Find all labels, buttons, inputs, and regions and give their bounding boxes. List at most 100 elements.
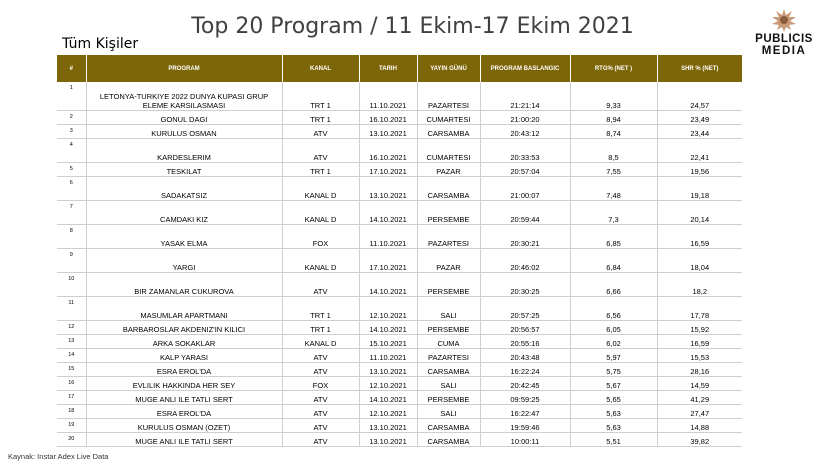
cell-kanal: ATV [281, 124, 359, 139]
cell-program-baslangic: 20:46:02 [479, 248, 570, 273]
cell-shr: 20,14 [656, 200, 742, 225]
cell-shr: 16,59 [656, 224, 742, 249]
table-row: 12 BARBAROSLAR AKDENIZ'IN KILICI TRT 1 14.1… [57, 320, 742, 335]
cell-program-baslangic: 20:59:44 [479, 200, 570, 225]
cell-yayin-gunu: SALI [416, 296, 480, 321]
cell-program-baslangic: 20:43:12 [479, 124, 570, 139]
cell-shr: 19,56 [656, 162, 742, 177]
cell-rtg: 5,75 [569, 362, 657, 377]
cell-program: KALP YARASI [85, 348, 282, 363]
cell-tarih: 16.10.2021 [358, 138, 417, 163]
cell-kanal: ATV [281, 138, 359, 163]
column-header-kanal: KANAL [281, 55, 359, 82]
cell-tarih: 17.10.2021 [358, 248, 417, 273]
cell-kanal: KANAL D [281, 200, 359, 225]
cell-shr: 16,59 [656, 334, 742, 349]
cell-rtg: 8,74 [569, 124, 657, 139]
cell-program-baslangic: 20:30:21 [479, 224, 570, 249]
cell-tarih: 13.10.2021 [358, 124, 417, 139]
cell-rank: 4 [57, 138, 86, 163]
cell-program: ARKA SOKAKLAR [85, 334, 282, 349]
cell-tarih: 14.10.2021 [358, 320, 417, 335]
cell-program-baslangic: 21:00:07 [479, 176, 570, 201]
cell-shr: 18,2 [656, 272, 742, 297]
logo-line-1: PUBLICIS [755, 33, 813, 45]
cell-program-baslangic: 16:22:24 [479, 362, 570, 377]
cell-rtg: 5,65 [569, 390, 657, 405]
cell-program-baslangic: 09:59:25 [479, 390, 570, 405]
cell-program: ESRA EROL'DA [85, 404, 282, 419]
cell-kanal: ATV [281, 418, 359, 433]
cell-kanal: TRT 1 [281, 110, 359, 125]
table-row: 8 YASAK ELMA FOX 11.10.2021 PAZARTESI 20:30:2… [57, 224, 742, 249]
cell-kanal: ATV [281, 272, 359, 297]
cell-kanal: ATV [281, 362, 359, 377]
cell-tarih: 16.10.2021 [358, 110, 417, 125]
cell-rtg: 7,3 [569, 200, 657, 225]
cell-program: YASAK ELMA [85, 224, 282, 249]
cell-kanal: TRT 1 [281, 296, 359, 321]
cell-tarih: 15.10.2021 [358, 334, 417, 349]
cell-tarih: 12.10.2021 [358, 376, 417, 391]
cell-yayin-gunu: CARSAMBA [416, 362, 480, 377]
logo-line-2: MEDIA [761, 45, 807, 57]
table-row: 19 KURULUS OSMAN (OZET) ATV 13.10.2021 CARSA… [57, 418, 742, 433]
cell-program-baslangic: 10:00:11 [479, 432, 570, 447]
cell-tarih: 12.10.2021 [358, 404, 417, 419]
cell-program: YARGI [85, 248, 282, 273]
cell-yayin-gunu: PAZARTESI [416, 348, 480, 363]
cell-kanal: TRT 1 [281, 320, 359, 335]
cell-yayin-gunu: PAZARTESI [416, 224, 480, 249]
cell-shr: 15,53 [656, 348, 742, 363]
lion-icon [772, 9, 796, 32]
cell-tarih: 11.10.2021 [358, 224, 417, 249]
table-row: 14 KALP YARASI ATV 11.10.2021 PAZARTESI 20:43… [57, 348, 742, 363]
table-row: 2 GONUL DAGI TRT 1 16.10.2021 CUMARTESI 21:00… [57, 110, 742, 125]
cell-rank: 7 [57, 200, 86, 225]
cell-tarih: 11.10.2021 [358, 82, 417, 111]
cell-shr: 41,29 [656, 390, 742, 405]
cell-shr: 18,04 [656, 248, 742, 273]
cell-program: KARDESLERIM [85, 138, 282, 163]
cell-yayin-gunu: CARSAMBA [416, 124, 480, 139]
cell-rtg: 6,66 [569, 272, 657, 297]
cell-yayin-gunu: CUMARTESI [416, 110, 480, 125]
cell-rtg: 6,85 [569, 224, 657, 249]
cell-tarih: 13.10.2021 [358, 176, 417, 201]
table-row: 7 CAMDAKI KIZ KANAL D 14.10.2021 PERSEMBE 20:… [57, 200, 742, 225]
cell-program: MASUMLAR APARTMANI [85, 296, 282, 321]
cell-kanal: ATV [281, 390, 359, 405]
cell-tarih: 13.10.2021 [358, 432, 417, 447]
cell-shr: 17,78 [656, 296, 742, 321]
cell-program: ESRA EROL'DA [85, 362, 282, 377]
cell-tarih: 14.10.2021 [358, 272, 417, 297]
cell-yayin-gunu: PAZAR [416, 162, 480, 177]
cell-tarih: 13.10.2021 [358, 418, 417, 433]
table-row: 18 ESRA EROL'DA ATV 12.10.2021 SALI 16:22:47 5… [57, 404, 742, 419]
cell-rtg: 6,02 [569, 334, 657, 349]
cell-yayin-gunu: PERSEMBE [416, 320, 480, 335]
cell-program: KURULUS OSMAN [85, 124, 282, 139]
cell-program-baslangic: 20:43:48 [479, 348, 570, 363]
cell-shr: 14,59 [656, 376, 742, 391]
cell-rank: 10 [57, 272, 86, 297]
cell-rank: 1 [57, 82, 86, 111]
cell-program-baslangic: 21:21:14 [479, 82, 570, 111]
table-row: 13 ARKA SOKAKLAR KANAL D 15.10.2021 CUMA 20:5… [57, 334, 742, 349]
cell-shr: 24,57 [656, 82, 742, 111]
cell-yayin-gunu: PERSEMBE [416, 200, 480, 225]
cell-rtg: 6,84 [569, 248, 657, 273]
column-header-shr: SHR % (NET) [656, 55, 742, 82]
cell-rtg: 8,94 [569, 110, 657, 125]
cell-program: MUGE ANLI ILE TATLI SERT [85, 390, 282, 405]
cell-rank: 20 [57, 432, 86, 447]
cell-program: SADAKATSIZ [85, 176, 282, 201]
cell-kanal: FOX [281, 224, 359, 249]
cell-rank: 9 [57, 248, 86, 273]
cell-yayin-gunu: CUMARTESI [416, 138, 480, 163]
table-row: 16 EVLILIK HAKKINDA HER SEY FOX 12.10.2021 S… [57, 376, 742, 391]
cell-rtg: 8,5 [569, 138, 657, 163]
cell-program: CAMDAKI KIZ [85, 200, 282, 225]
cell-rank: 12 [57, 320, 86, 335]
cell-shr: 23,44 [656, 124, 742, 139]
